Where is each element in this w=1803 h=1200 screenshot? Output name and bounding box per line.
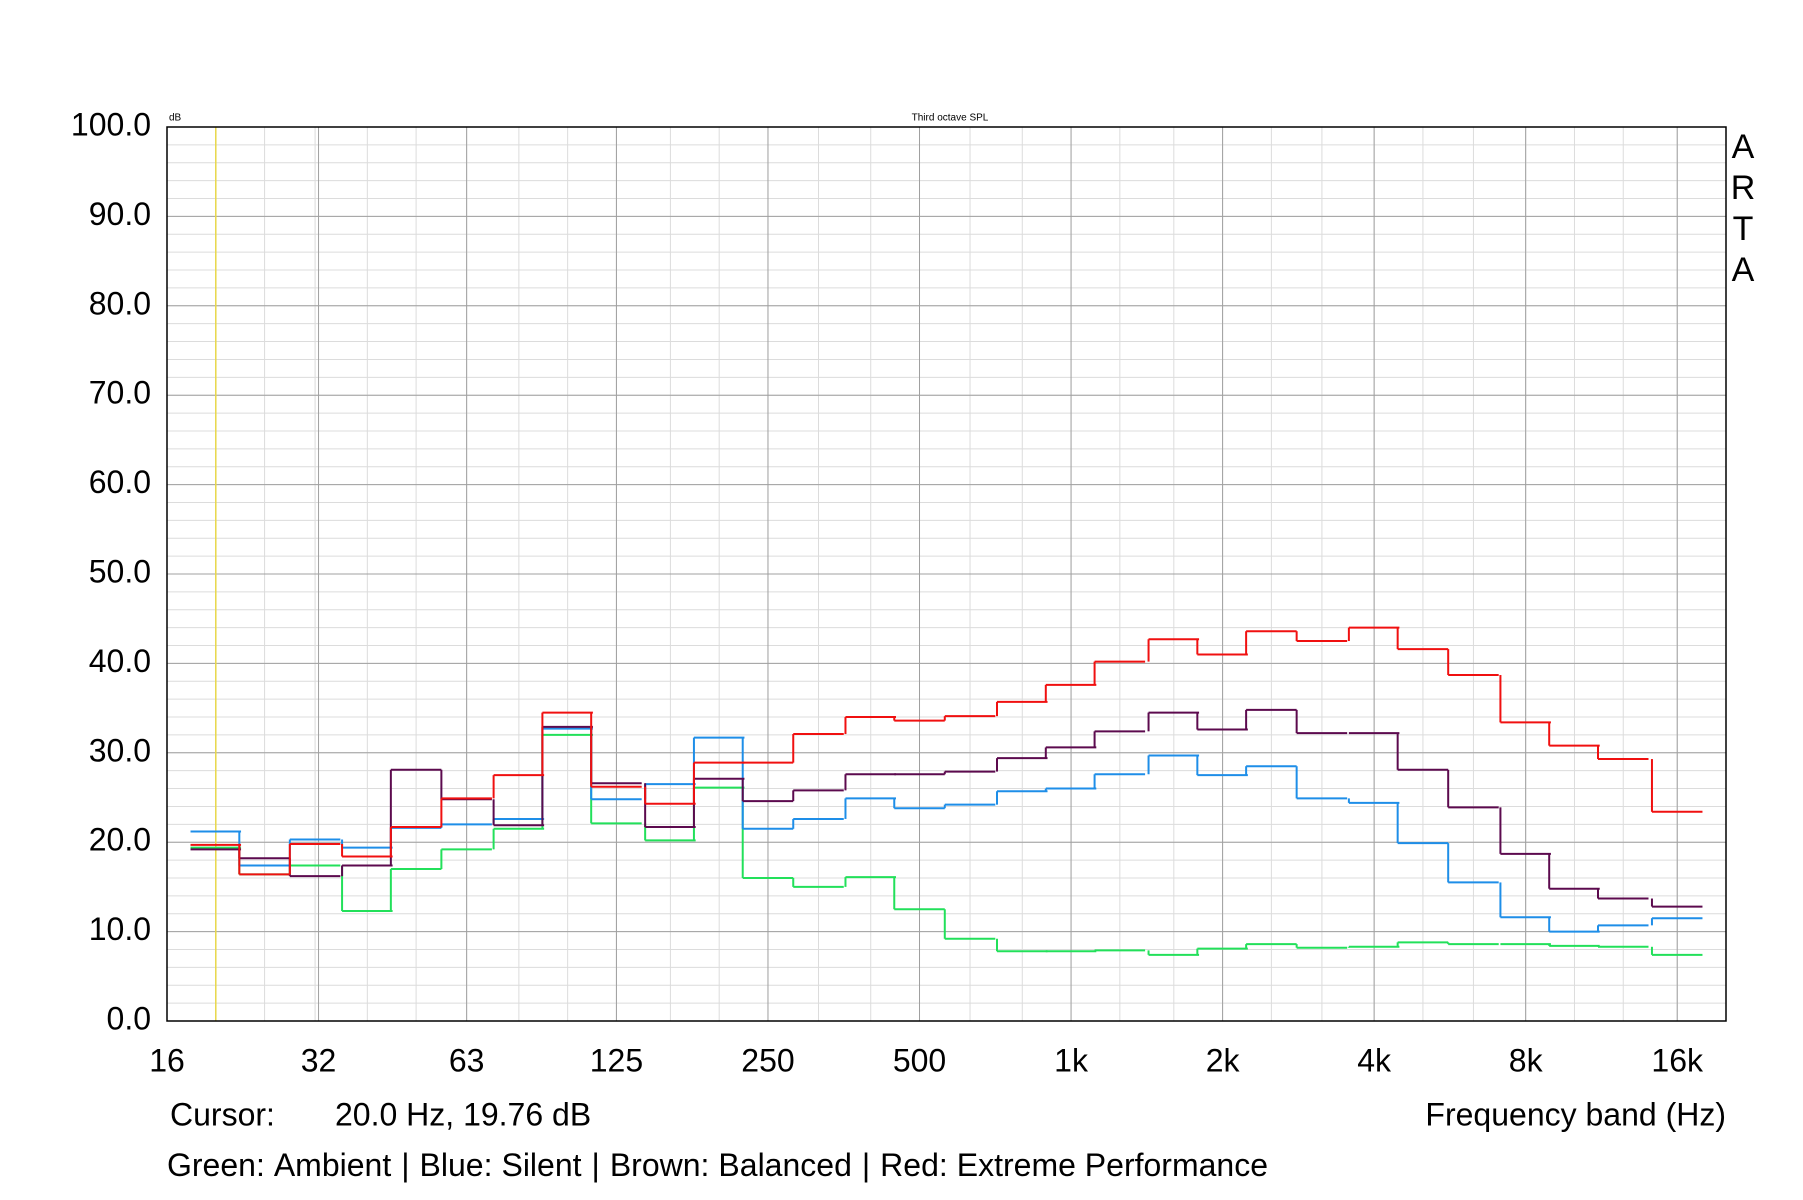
arta-letter: T: [1733, 210, 1754, 248]
legend-entry: Extreme Performance: [957, 1147, 1268, 1183]
x-tick-label: 63: [449, 1042, 485, 1078]
legend-color-name: Red:: [880, 1147, 948, 1183]
y-tick-label: 70.0: [89, 375, 151, 411]
y-tick-label: 80.0: [89, 285, 151, 321]
x-tick-label: 4k: [1357, 1042, 1392, 1078]
x-tick-label: 250: [741, 1042, 794, 1078]
x-tick-label: 16: [149, 1042, 185, 1078]
legend-color-name: Green:: [167, 1147, 265, 1183]
x-tick-label: 500: [893, 1042, 946, 1078]
y-tick-label: 50.0: [89, 553, 151, 589]
legend-separator: |: [592, 1147, 600, 1183]
chart-title: Third octave SPL: [912, 113, 989, 124]
legend-entry: Silent: [501, 1147, 581, 1183]
cursor-text: 20.0 Hz, 19.76 dB: [335, 1096, 591, 1132]
x-tick-label: 1k: [1054, 1042, 1089, 1078]
legend-entry: Balanced: [718, 1147, 851, 1183]
y-tick-label: 100.0: [71, 106, 151, 142]
y-tick-label: 30.0: [89, 732, 151, 768]
x-tick-label: 32: [301, 1042, 337, 1078]
y-tick-label: 40.0: [89, 643, 151, 679]
legend-separator: |: [862, 1147, 870, 1183]
arta-letter: R: [1731, 169, 1756, 207]
y-tick-label: 0.0: [107, 1000, 151, 1036]
y-tick-label: 60.0: [89, 464, 151, 500]
legend-entry: Ambient: [274, 1147, 392, 1183]
legend: Green: Ambient | Blue: Silent | Brown: Balanced…: [167, 1147, 1268, 1183]
plot-frame: [166, 126, 1727, 1022]
y-unit-label: dB: [169, 113, 182, 124]
x-tick-label: 8k: [1509, 1042, 1544, 1078]
x-tick-label: 16k: [1651, 1042, 1704, 1078]
y-tick-label: 90.0: [89, 196, 151, 232]
y-tick-label: 10.0: [89, 911, 151, 947]
y-tick-label: 20.0: [89, 822, 151, 858]
x-axis-label: Frequency band (Hz): [1425, 1096, 1726, 1132]
cursor-label: Cursor:: [170, 1096, 275, 1132]
x-tick-label: 125: [590, 1042, 643, 1078]
x-tick-label: 2k: [1206, 1042, 1241, 1078]
arta-letter: A: [1732, 251, 1755, 289]
series: [190, 626, 1703, 876]
arta-letter: A: [1732, 128, 1755, 166]
legend-color-name: Blue:: [420, 1147, 493, 1183]
legend-color-name: Brown:: [610, 1147, 710, 1183]
legend-separator: |: [401, 1147, 409, 1183]
